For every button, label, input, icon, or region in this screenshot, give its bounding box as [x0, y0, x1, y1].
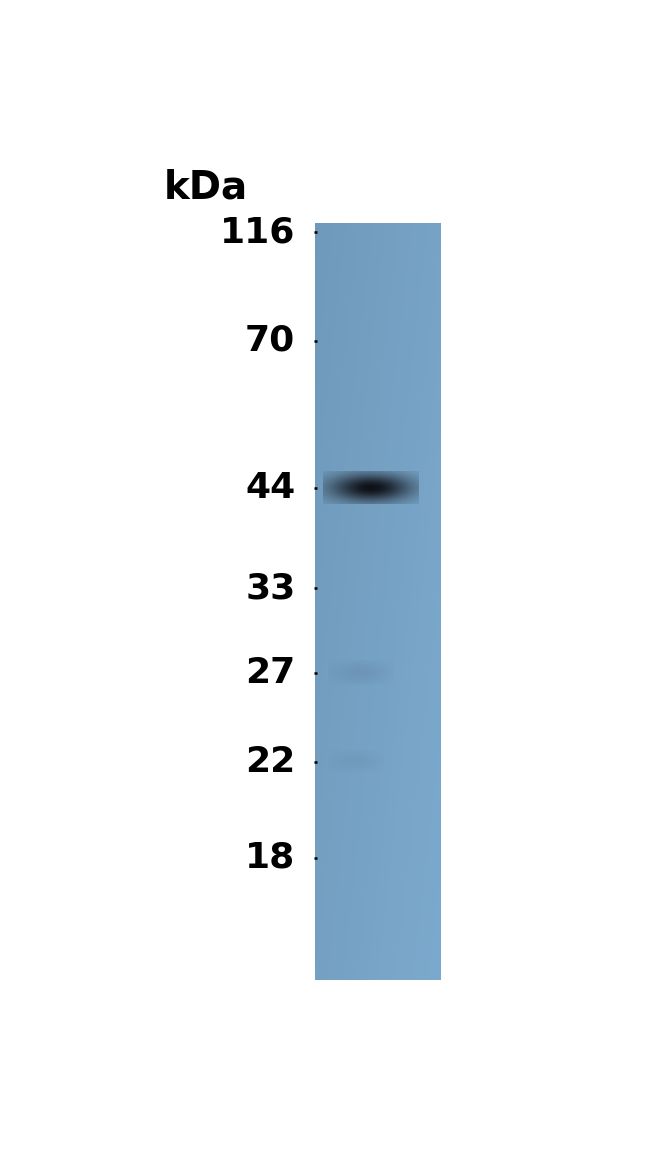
Text: 18: 18: [245, 840, 295, 875]
Text: kDa: kDa: [163, 169, 248, 207]
Text: 70: 70: [245, 324, 295, 357]
Text: 22: 22: [245, 744, 295, 779]
Text: 116: 116: [220, 215, 295, 250]
Text: 44: 44: [245, 470, 295, 505]
Text: 27: 27: [245, 655, 295, 690]
Text: 33: 33: [245, 571, 295, 606]
